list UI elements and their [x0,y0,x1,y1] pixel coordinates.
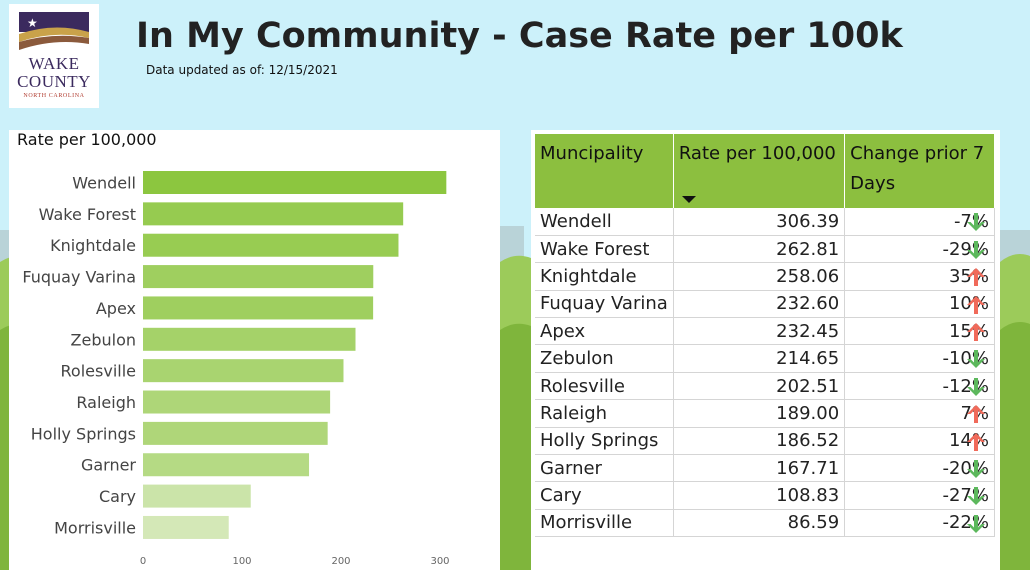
municipality-cell: Apex [535,317,674,346]
change-cell: -22% [844,509,995,538]
change-cell: 14% [844,427,995,456]
change-cell: -7% [844,208,995,236]
data-updated-text: Data updated as of: 12/15/2021 [146,63,338,77]
category-label: Fuquay Varina [22,268,136,287]
bar-morrisville[interactable] [143,515,229,539]
svg-text:★: ★ [27,16,38,30]
bar-wake-forest[interactable] [143,202,404,226]
municipality-cell: Rolesville [535,372,674,401]
bar-knightdale[interactable] [143,233,399,257]
municipality-cell: Morrisville [535,509,674,538]
table-row[interactable]: Cary 108.83 -27% [535,481,995,510]
x-tick-label: 0 [140,556,146,567]
bar-chart: Wendell Wake Forest Knightdale Fuquay Varin… [22,171,450,567]
logo-line-2: COUNTY [17,72,91,91]
category-label: Zebulon [71,330,136,349]
table-row[interactable]: Rolesville 202.51 -12% [535,372,995,401]
municipality-cell: Zebulon [535,344,674,373]
logo-emblem-icon: ★ [19,12,89,50]
column-header-rate[interactable]: Rate per 100,000 [673,134,846,208]
x-tick-label: 100 [232,556,251,567]
bar-raleigh[interactable] [143,390,331,414]
category-label: Apex [96,299,136,318]
sort-descending-icon [681,196,696,203]
table-row[interactable]: Wendell 306.39 -7% [535,208,995,236]
page-title: In My Community - Case Rate per 100k [136,16,903,56]
rate-cell: 232.45 [673,317,846,346]
table-row[interactable]: Garner 167.71 -20% [535,454,995,483]
logo-line-3: NORTH CAROLINA [23,93,85,99]
municipality-cell: Wendell [535,208,674,236]
bar-holly-springs[interactable] [143,421,328,445]
bar-zebulon[interactable] [143,327,356,351]
category-label: Wendell [72,174,136,193]
municipality-table: Muncipality Rate per 100,000 Change prio… [535,134,995,538]
bar-fuquay-varina[interactable] [143,265,374,289]
category-label: Knightdale [50,236,136,255]
bar-cary[interactable] [143,484,251,508]
municipality-cell: Wake Forest [535,235,674,264]
category-label: Garner [81,456,136,475]
bar-rolesville[interactable] [143,359,344,383]
category-label: Wake Forest [39,205,136,224]
rate-cell: 202.51 [673,372,846,401]
municipality-cell: Holly Springs [535,427,674,456]
table-row[interactable]: Zebulon 214.65 -10% [535,344,995,373]
rate-cell: 232.60 [673,290,846,319]
category-label: Morrisville [54,518,136,537]
rate-cell: 108.83 [673,481,846,510]
chart-title: Rate per 100,000 [17,130,157,149]
wake-county-logo: ★ WAKE COUNTY NORTH CAROLINA [9,4,99,108]
rate-cell: 189.00 [673,399,846,428]
municipality-cell: Raleigh [535,399,674,428]
change-cell: 10% [844,290,995,319]
change-cell: 7% [844,399,995,428]
change-cell: -20% [844,454,995,483]
column-header-municipality[interactable]: Muncipality [535,134,674,208]
change-cell: -29% [844,235,995,264]
rate-cell: 186.52 [673,427,846,456]
table-row[interactable]: Morrisville 86.59 -22% [535,509,995,538]
change-cell: -27% [844,481,995,510]
change-cell: 35% [844,262,995,291]
change-cell: 15% [844,317,995,346]
column-header-change[interactable]: Change prior 7 Days [844,134,995,208]
table-row[interactable]: Wake Forest 262.81 -29% [535,235,995,264]
rate-cell: 258.06 [673,262,846,291]
bar-chart-panel: Rate per 100,000 Wendell Wake Forest Knigh… [9,130,500,570]
rate-cell: 214.65 [673,344,846,373]
municipality-cell: Cary [535,481,674,510]
table-panel: Muncipality Rate per 100,000 Change prio… [531,130,1000,570]
bar-wendell[interactable] [143,171,447,194]
municipality-cell: Knightdale [535,262,674,291]
change-cell: -10% [844,344,995,373]
rate-cell: 86.59 [673,509,846,538]
category-label: Rolesville [61,362,136,381]
bar-garner[interactable] [143,453,310,477]
change-cell: -12% [844,372,995,401]
x-tick-label: 200 [331,556,350,567]
category-label: Holly Springs [31,424,136,443]
logo-line-1: WAKE [28,54,80,73]
rate-cell: 306.39 [673,208,846,236]
x-tick-label: 300 [430,556,449,567]
table-header-row: Muncipality Rate per 100,000 Change prio… [535,134,995,208]
category-label: Raleigh [76,393,136,412]
rate-cell: 167.71 [673,454,846,483]
rate-cell: 262.81 [673,235,846,264]
municipality-cell: Fuquay Varina [535,290,674,319]
bar-apex[interactable] [143,296,374,320]
municipality-cell: Garner [535,454,674,483]
category-label: Cary [99,487,136,506]
